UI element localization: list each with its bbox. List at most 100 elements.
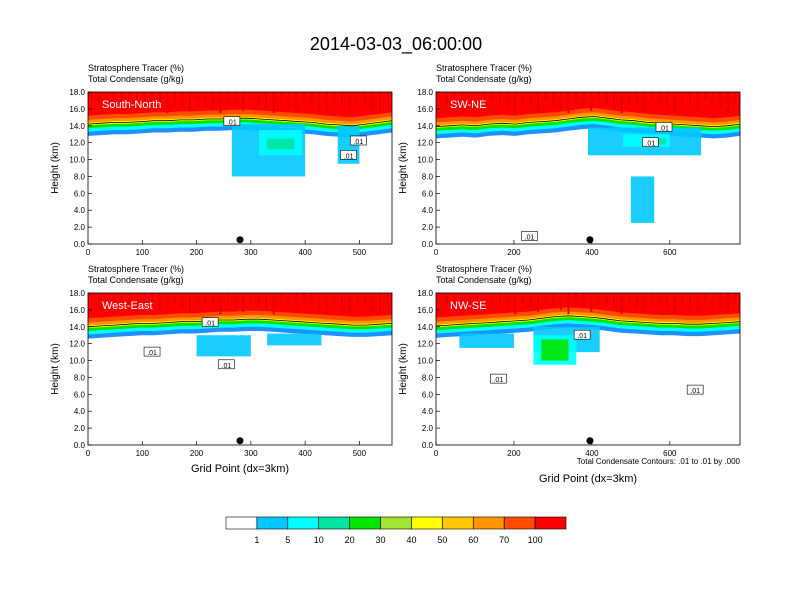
panel-name: SW-NE bbox=[450, 99, 486, 111]
tracer-streak bbox=[582, 293, 585, 308]
tracer-streak bbox=[341, 293, 344, 308]
tracer-streak bbox=[689, 92, 692, 107]
tracer-streak bbox=[371, 293, 374, 310]
contour-label: .01 bbox=[642, 137, 659, 148]
tracer-streak bbox=[379, 293, 382, 315]
tracer-streak bbox=[90, 92, 93, 101]
tracer-streak bbox=[227, 92, 230, 103]
tracer-streak bbox=[704, 92, 707, 101]
tracer-streak bbox=[719, 293, 722, 310]
tracer-streak bbox=[173, 92, 176, 103]
colorbar-box bbox=[503, 516, 536, 530]
location-marker bbox=[236, 236, 244, 244]
panel-title-line: Total Condensate (g/kg) bbox=[436, 74, 532, 84]
tracer-streak bbox=[559, 293, 562, 310]
tracer-streak bbox=[303, 92, 306, 101]
tracer-streak bbox=[468, 293, 471, 304]
tracer-streak bbox=[582, 92, 585, 107]
tracer-streak bbox=[605, 92, 608, 105]
tracer-streak bbox=[673, 293, 676, 315]
plot-frame bbox=[435, 91, 741, 245]
tracer-streak bbox=[537, 293, 540, 312]
tracer-streak bbox=[280, 92, 283, 103]
tracer-streak bbox=[567, 293, 570, 315]
tracer-streak bbox=[673, 92, 676, 114]
tracer-band-6 bbox=[436, 92, 740, 119]
y-tick-label: 0.0 bbox=[422, 441, 434, 450]
colorbar-box bbox=[256, 516, 289, 530]
x-tick-label: 300 bbox=[244, 248, 258, 257]
tracer-streak bbox=[234, 92, 237, 107]
tracer-streak bbox=[318, 92, 321, 109]
y-tick-label: 0.0 bbox=[422, 240, 434, 249]
tracer-streak bbox=[544, 92, 547, 101]
tracer-streak bbox=[333, 92, 336, 103]
tracer-streak bbox=[575, 92, 578, 103]
y-tick-label: 4.0 bbox=[422, 206, 434, 215]
tracer-streak bbox=[506, 293, 509, 310]
plot-frame bbox=[87, 91, 393, 245]
y-tick-label: 6.0 bbox=[422, 189, 434, 198]
tracer-streak bbox=[379, 92, 382, 114]
x-tick-label: 400 bbox=[298, 449, 312, 458]
tracer-streak bbox=[181, 293, 184, 308]
tracer-streak bbox=[597, 293, 600, 302]
tracer-streak bbox=[318, 293, 321, 310]
tracer-streak bbox=[491, 92, 494, 101]
tracer-streak bbox=[727, 92, 730, 114]
y-tick-label: 4.0 bbox=[74, 206, 86, 215]
tracer-streak bbox=[445, 92, 448, 105]
colorbar-label: 20 bbox=[345, 535, 355, 545]
x-tick-label: 400 bbox=[298, 248, 312, 257]
x-tick-label: 0 bbox=[434, 248, 439, 257]
colorbar-box bbox=[225, 516, 258, 530]
tracer-streak bbox=[567, 92, 570, 114]
x-tick-label: 200 bbox=[507, 449, 521, 458]
panel-west-east: .01 .01 .01 West-East Stratosphere Tracer (%… bbox=[50, 264, 393, 458]
tracer-streak bbox=[166, 92, 169, 114]
y-tick-label: 2.0 bbox=[74, 223, 86, 232]
y-axis-label: Height (km) bbox=[398, 343, 409, 395]
panel-title-line: Stratosphere Tracer (%) bbox=[436, 63, 532, 73]
plot-area: .01 .01 .01 bbox=[88, 92, 392, 244]
tracer-streak bbox=[506, 92, 509, 109]
tracer-streak bbox=[461, 92, 464, 114]
tracer-streak bbox=[613, 293, 616, 310]
tracer-streak bbox=[681, 92, 684, 103]
tracer-streak bbox=[666, 293, 669, 310]
colorbar-label: 50 bbox=[437, 535, 447, 545]
y-tick-label: 10.0 bbox=[417, 357, 433, 366]
y-tick-label: 6.0 bbox=[422, 390, 434, 399]
x-tick-label: 600 bbox=[663, 248, 677, 257]
tracer-streak bbox=[651, 92, 654, 101]
y-tick-label: 14.0 bbox=[69, 122, 85, 131]
y-axis-label: Height (km) bbox=[50, 142, 61, 194]
tracer-streak bbox=[143, 92, 146, 101]
tracer-streak bbox=[734, 293, 737, 304]
location-marker bbox=[586, 236, 594, 244]
tracer-band-6 bbox=[88, 293, 392, 319]
colorbar-label: 60 bbox=[468, 535, 478, 545]
tracer-streak bbox=[113, 293, 116, 315]
tracer-streak bbox=[711, 293, 714, 306]
tracer-streak bbox=[597, 92, 600, 101]
tracer-streak bbox=[499, 293, 502, 306]
contour-label-text: .01 bbox=[645, 141, 655, 148]
tracer-streak bbox=[658, 92, 661, 105]
contour-label: .01 bbox=[218, 359, 235, 370]
tracer-streak bbox=[189, 92, 192, 111]
contour-label: .01 bbox=[350, 135, 367, 146]
y-tick-label: 18.0 bbox=[69, 289, 85, 298]
tracer-streak bbox=[711, 92, 714, 105]
contour-label: .01 bbox=[340, 150, 357, 160]
x-tick-label: 200 bbox=[190, 248, 204, 257]
tracer-streak bbox=[438, 92, 441, 101]
tracer-streak bbox=[613, 92, 616, 109]
colorbar-box bbox=[380, 516, 412, 530]
tracer-streak bbox=[590, 293, 593, 312]
x-tick-label: 100 bbox=[136, 248, 150, 257]
tracer-streak bbox=[635, 92, 638, 107]
tracer-streak bbox=[476, 92, 479, 107]
tracer-streak bbox=[356, 293, 359, 302]
tracer-streak bbox=[204, 293, 207, 306]
